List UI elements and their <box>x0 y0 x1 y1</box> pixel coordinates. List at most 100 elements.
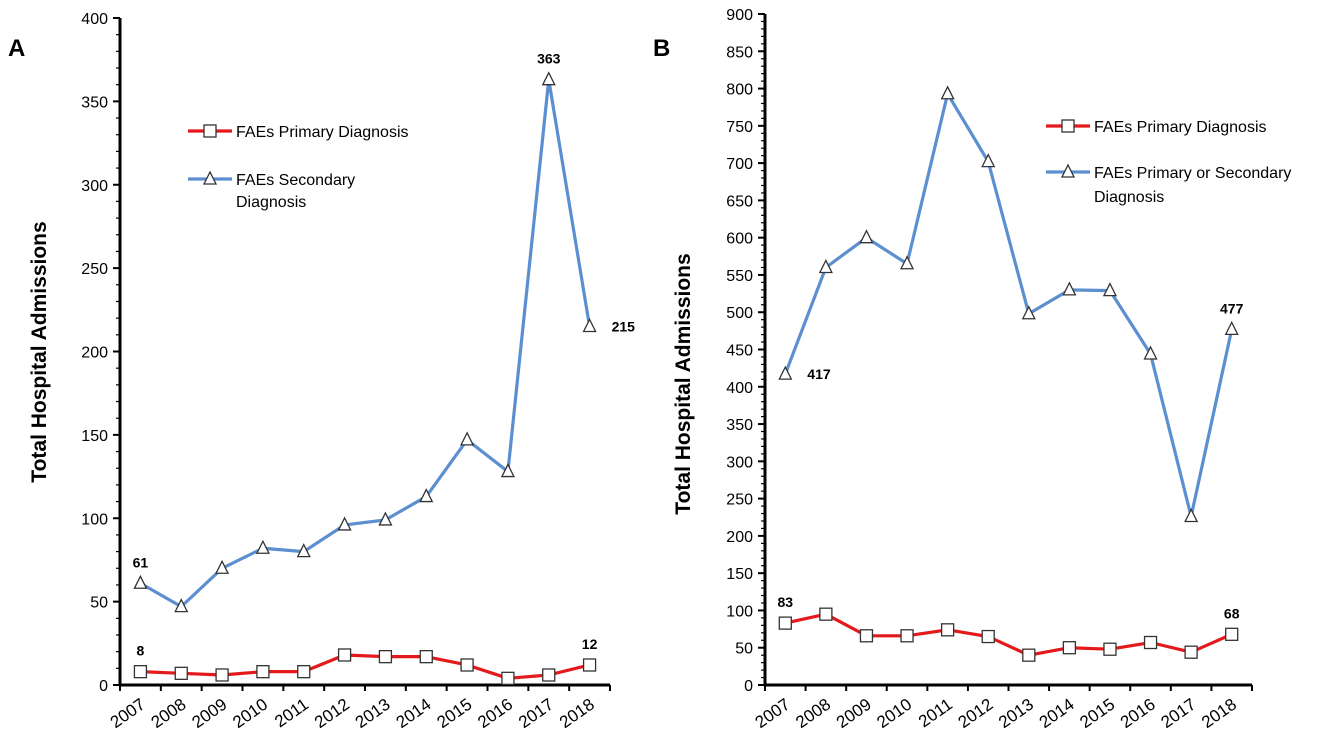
primary-point-2014 <box>419 650 433 664</box>
secondary-point-2008 <box>818 259 833 274</box>
x-tick-label: 2013 <box>352 695 394 732</box>
secondary-point-2012 <box>337 516 352 531</box>
primary-point-2009 <box>859 629 874 643</box>
primary-point-2012 <box>337 648 352 662</box>
y-tick-label: 750 <box>726 119 753 136</box>
x-tick-label: 2010 <box>873 695 915 732</box>
y-tick-label: 500 <box>726 305 753 322</box>
primary-point-2010 <box>256 665 270 679</box>
y-tick-label: 0 <box>99 678 108 695</box>
y-tick-label: 250 <box>81 261 108 278</box>
x-tick-label: 2016 <box>474 695 516 732</box>
secondary-point-2013 <box>378 511 393 526</box>
data-label: 83 <box>778 594 794 610</box>
x-tick-label: 2016 <box>1117 695 1159 732</box>
axes-b: 0 50 100 150 200 250 300 350 400 450 500 550 600 650 7… <box>726 7 1253 732</box>
axes-a: 0 50 100 150 200 250 300 350 400 2007200820092010… <box>81 11 611 732</box>
y-tick-label: 400 <box>81 11 108 28</box>
y-tick-label: 50 <box>735 641 753 658</box>
legend-marker <box>1061 119 1075 133</box>
x-tick-label: 2011 <box>271 695 312 732</box>
y-tick-label: 850 <box>726 44 753 61</box>
data-label: 8 <box>137 643 145 659</box>
y-tick-label: 200 <box>81 345 108 362</box>
legend-label: FAEs Primary Diagnosis <box>236 124 409 141</box>
primary-point-2008 <box>819 607 833 621</box>
data-label: 68 <box>1224 605 1240 621</box>
panel-label-b: B <box>653 35 670 62</box>
secondary-point-2007 <box>133 574 148 589</box>
y-tick-label: 400 <box>726 380 753 397</box>
x-tick-label: 2008 <box>792 695 834 732</box>
x-tick-label: 2013 <box>995 695 1037 732</box>
primary-point-2018 <box>582 658 597 672</box>
y-tick-label: 600 <box>726 231 753 248</box>
y-tick-label: 300 <box>81 178 108 195</box>
series-line-primary <box>784 612 1233 657</box>
series-layer-a <box>133 71 597 685</box>
primary-point-2009 <box>215 668 229 682</box>
primary-point-2010 <box>900 629 914 643</box>
primary-point-2013 <box>1022 648 1036 662</box>
primary-point-2012 <box>981 629 995 644</box>
primary-point-2015 <box>460 658 474 672</box>
secondary-point-2007 <box>778 365 793 380</box>
y-axis-title-a: Total Hospital Admissions <box>28 221 51 482</box>
y-tick-label: 0 <box>744 678 753 695</box>
x-tick-label: 2014 <box>1036 695 1078 732</box>
primary-point-2017 <box>542 668 556 682</box>
x-tick-label: 2017 <box>515 695 557 732</box>
x-tick-label: 2012 <box>955 695 997 732</box>
secondary-point-2018 <box>582 318 597 333</box>
x-tick-label: 2010 <box>229 695 271 732</box>
series-layer-b <box>778 85 1239 662</box>
secondary-point-2010 <box>899 255 915 270</box>
secondary-point-2015 <box>1102 282 1118 297</box>
legend-a: FAEs Primary Diagnosis FAEs Secondary Diag… <box>188 124 409 211</box>
primary-point-2008 <box>174 666 188 680</box>
x-tick-label: 2011 <box>915 695 956 732</box>
y-tick-label: 150 <box>726 566 753 583</box>
y-tick-label: 650 <box>726 193 753 210</box>
data-label: 417 <box>807 366 831 382</box>
primary-point-2014 <box>1062 641 1077 655</box>
x-tick-label: 2012 <box>311 695 353 732</box>
legend-marker <box>1060 163 1076 178</box>
data-label: 363 <box>537 51 561 67</box>
legend-marker <box>202 170 218 185</box>
primary-point-2011 <box>940 623 955 637</box>
panel-a: A Total Hospital Admissions 0 50 100 150 200… <box>8 11 635 732</box>
secondary-point-2016 <box>1143 345 1158 360</box>
x-tick-label: 2014 <box>393 695 435 732</box>
x-tick-label: 2007 <box>752 695 794 732</box>
series-line-secondary <box>139 78 592 609</box>
primary-point-2015 <box>1103 642 1117 656</box>
primary-point-2007 <box>778 616 792 630</box>
y-tick-label: 550 <box>726 268 753 285</box>
y-tick-label: 800 <box>726 82 753 99</box>
data-label: 215 <box>612 318 636 334</box>
y-tick-label: 50 <box>90 595 108 612</box>
annotations-b: 417 477 83 68 <box>778 300 1244 621</box>
y-tick-label: 300 <box>726 454 753 471</box>
legend-label: FAEs Secondary <box>236 172 355 189</box>
y-tick-label: 100 <box>81 511 108 528</box>
x-tick-label: 2017 <box>1158 695 1200 732</box>
data-label: 477 <box>1220 300 1244 316</box>
secondary-point-2015 <box>460 431 475 446</box>
y-tick-label: 150 <box>81 428 108 445</box>
secondary-point-2017 <box>1184 508 1199 523</box>
y-tick-label: 200 <box>726 529 753 546</box>
secondary-point-2011 <box>940 85 955 100</box>
secondary-point-2009 <box>215 559 230 574</box>
legend-label: FAEs Primary Diagnosis <box>1094 119 1267 136</box>
primary-point-2007 <box>133 665 148 679</box>
legend-label: Diagnosis <box>1094 189 1164 206</box>
secondary-point-2009 <box>859 229 874 244</box>
x-tick-label: 2009 <box>188 695 230 732</box>
primary-point-2018 <box>1225 627 1239 641</box>
y-tick-label: 350 <box>81 94 108 111</box>
secondary-point-2018 <box>1224 320 1239 336</box>
secondary-point-2017 <box>541 71 556 86</box>
